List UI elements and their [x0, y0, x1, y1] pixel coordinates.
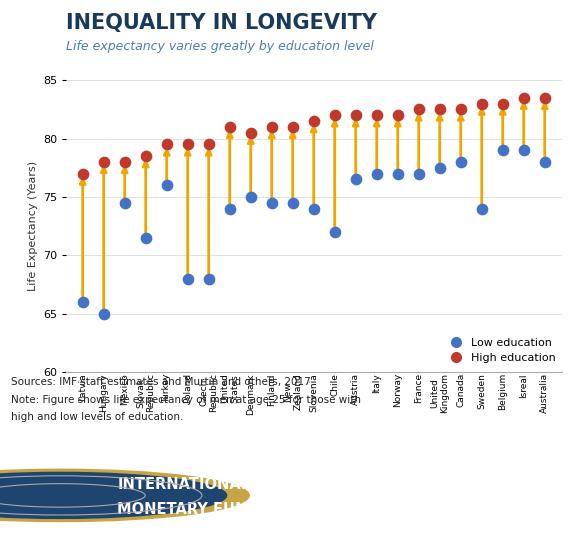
Point: [540, 158, 550, 166]
Point: [414, 105, 423, 113]
Point: [435, 105, 444, 113]
Point: [393, 169, 402, 178]
Text: INEQUALITY IN LONGEVITY: INEQUALITY IN LONGEVITY: [66, 13, 377, 33]
Point: [330, 111, 339, 119]
Point: [204, 274, 213, 283]
Point: [267, 198, 276, 207]
Point: [372, 111, 381, 119]
Point: [225, 123, 234, 131]
Point: [519, 146, 528, 155]
Point: [309, 117, 319, 125]
Point: [351, 175, 360, 184]
Point: [246, 193, 256, 201]
Point: [204, 140, 213, 149]
Point: [393, 111, 402, 119]
Point: [288, 198, 297, 207]
Y-axis label: Life Expectancy (Years): Life Expectancy (Years): [28, 161, 38, 291]
Text: Sources: IMF staff estimates and Murtin and others, 2017: Sources: IMF staff estimates and Murtin …: [11, 377, 311, 387]
Point: [162, 181, 171, 189]
Point: [477, 204, 486, 213]
Point: [99, 309, 108, 318]
Point: [456, 105, 465, 113]
Text: MONETARY FUND: MONETARY FUND: [117, 502, 260, 517]
Point: [414, 169, 423, 178]
Point: [267, 123, 276, 131]
Point: [351, 111, 360, 119]
Point: [309, 204, 319, 213]
Point: [99, 158, 108, 166]
Point: [498, 100, 507, 108]
Point: [225, 204, 234, 213]
Point: [435, 163, 444, 172]
Point: [540, 94, 550, 102]
Text: Life expectancy varies greatly by education level: Life expectancy varies greatly by educat…: [66, 40, 374, 53]
Point: [456, 158, 465, 166]
Text: www.imf.org: www.imf.org: [477, 493, 556, 506]
Circle shape: [0, 472, 226, 518]
Legend: Low education, High education: Low education, High education: [445, 338, 556, 363]
Point: [120, 158, 129, 166]
Point: [141, 233, 150, 242]
Point: [141, 152, 150, 160]
Point: [498, 146, 507, 155]
Text: Note: Figure shows life expectancy of men at age 25 for those with: Note: Figure shows life expectancy of me…: [11, 395, 362, 405]
Point: [183, 140, 193, 149]
Point: [330, 227, 339, 236]
Point: [288, 123, 297, 131]
Point: [78, 169, 87, 178]
Point: [78, 297, 87, 306]
Point: [477, 100, 486, 108]
Text: high and low levels of education.: high and low levels of education.: [11, 412, 184, 423]
Point: [162, 140, 171, 149]
Point: [519, 94, 528, 102]
Point: [372, 169, 381, 178]
Point: [183, 274, 193, 283]
Point: [246, 128, 256, 137]
Circle shape: [0, 469, 249, 522]
Text: INTERNATIONAL: INTERNATIONAL: [117, 477, 250, 492]
Point: [120, 198, 129, 207]
